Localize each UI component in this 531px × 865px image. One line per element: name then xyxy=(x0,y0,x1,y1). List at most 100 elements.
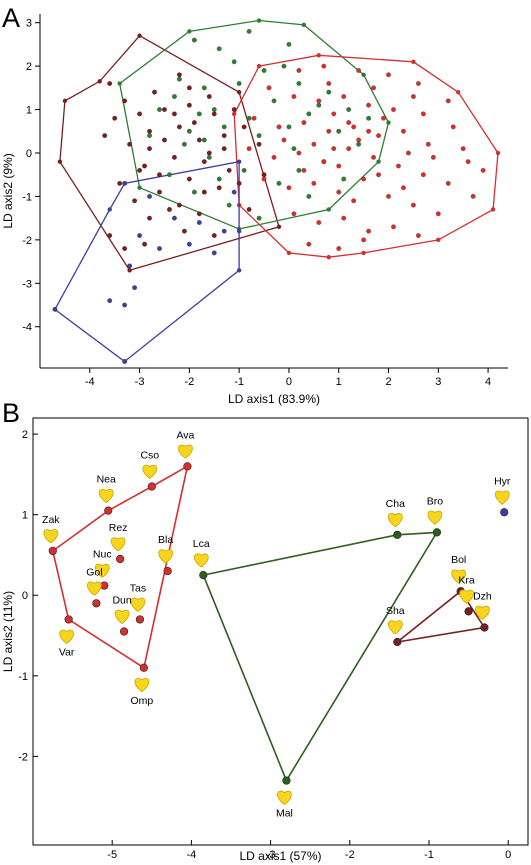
panel-a-point xyxy=(336,246,342,252)
panel-a-point xyxy=(156,107,162,113)
panel-a-point xyxy=(386,72,392,78)
panel-b-point-marker xyxy=(116,554,125,564)
panel-a-y-tick-label: 0 xyxy=(26,148,32,160)
panel-b-point-marker xyxy=(432,528,442,537)
panel-a-point xyxy=(196,137,202,143)
panel-a-point xyxy=(236,180,242,186)
panel-a-point xyxy=(176,72,182,78)
panel-a-point xyxy=(201,159,207,165)
panel-b-point-marker xyxy=(64,615,73,624)
panel-a-hull-vertex xyxy=(456,89,461,95)
panel-b-point-rez: Rez xyxy=(109,522,127,564)
panel-a-point xyxy=(122,246,128,252)
panel-a-point xyxy=(147,146,153,152)
panel-a-point xyxy=(351,198,357,204)
panel-a-hull-vertex xyxy=(386,120,391,125)
panel-a-point xyxy=(211,111,217,117)
panel-a-point xyxy=(261,172,267,178)
panel-b-point-marker xyxy=(464,607,473,616)
panel-b-point-label: Dzh xyxy=(473,590,492,602)
panel-a-letter: A xyxy=(2,3,20,33)
panel-a-point xyxy=(231,107,237,113)
panel-b-point-marker xyxy=(119,627,129,636)
panel-b-point-bla: Bla xyxy=(158,534,173,576)
panel-b-x-tick-label: -1 xyxy=(424,849,434,861)
panel-a-point xyxy=(191,37,197,43)
panel-a-point xyxy=(366,115,372,121)
panel-b-point-label: Omp xyxy=(130,695,153,707)
panel-b-point-label: Kra xyxy=(458,574,475,586)
fruit-icon xyxy=(98,488,114,504)
panel-a-point xyxy=(196,111,202,117)
panel-a-point xyxy=(415,233,421,239)
panel-a-point xyxy=(316,219,322,225)
panel-a-hull-vertex xyxy=(490,207,496,212)
panel-a-point xyxy=(132,285,138,291)
panel-b-point-marker xyxy=(135,615,145,624)
panel-b-point-label: Dun xyxy=(112,595,131,607)
panel-b-letter: B xyxy=(2,398,20,428)
panel-b-plot-frame xyxy=(32,417,529,846)
panel-a-x-axis-label: LD axis1 (83.9%) xyxy=(228,392,320,406)
panel-a-point xyxy=(181,141,187,147)
panel-a-point xyxy=(107,233,113,239)
panel-a-point xyxy=(366,102,372,108)
panel-a-point xyxy=(336,189,342,195)
panel-a-hull-vertex xyxy=(97,79,102,84)
panel-a-point xyxy=(117,180,123,186)
panel-a-point xyxy=(366,128,372,134)
panel-b-point-zak: Zak xyxy=(42,514,60,556)
panel-b-point-marker xyxy=(282,776,291,785)
panel-a-point xyxy=(376,133,382,139)
panel-b-x-tick-label: -5 xyxy=(107,849,117,861)
panel-a-x-tick-label: 3 xyxy=(435,376,441,388)
panel-a-point xyxy=(480,167,486,173)
panel-b-point-marker xyxy=(147,482,156,491)
panel-b-point-marker xyxy=(199,571,208,580)
panel-a-point xyxy=(246,206,252,212)
panel-a-point xyxy=(246,146,252,152)
panel-a-point xyxy=(176,76,182,82)
panel-a-point xyxy=(241,167,247,173)
panel-a-x-tick-label: 1 xyxy=(336,376,342,388)
panel-a-point xyxy=(107,80,113,86)
panel-a-point xyxy=(346,120,352,126)
panel-a-point xyxy=(261,67,267,73)
panel-a-point xyxy=(341,215,347,221)
panel-a-point xyxy=(381,115,387,121)
panel-b-point-gol: Gol xyxy=(86,566,103,608)
panel-b-point-marker xyxy=(139,663,148,672)
panel-b-point-label: Nuc xyxy=(93,549,112,561)
panel-a-point xyxy=(356,137,362,143)
panel-a-point xyxy=(326,80,332,86)
fruit-icon xyxy=(110,537,126,552)
panel-a-hull-vertex xyxy=(276,224,282,230)
panel-a-point xyxy=(156,246,162,252)
panel-a-hull-vertex xyxy=(137,185,142,190)
panel-a-point xyxy=(226,202,232,208)
panel-a-point xyxy=(147,128,153,134)
panel-a-x-tick-label: -4 xyxy=(85,376,95,388)
panel-b-point-label: Mal xyxy=(276,808,293,820)
panel-a-point xyxy=(211,233,217,239)
panel-a-point xyxy=(351,124,357,130)
panel-b-point-marker xyxy=(393,637,402,647)
panel-a-point xyxy=(276,180,282,186)
panel-a-point xyxy=(206,154,212,160)
panel-a-point xyxy=(286,41,292,47)
panel-a-hull-vertex xyxy=(495,150,501,156)
fruit-icon xyxy=(459,589,474,604)
fruit-icon xyxy=(94,563,110,579)
panel-a-hull-vertex xyxy=(376,159,381,164)
panel-a-point xyxy=(271,98,277,104)
panel-a-point xyxy=(127,141,133,147)
panel-a-point xyxy=(346,107,352,113)
panel-a-hull-vertex xyxy=(127,268,132,273)
panel-a-point xyxy=(271,154,277,160)
panel-a-x-tick-label: 2 xyxy=(385,376,391,388)
panel-a-point xyxy=(221,228,227,234)
panel-a-point xyxy=(216,46,222,52)
fruit-icon xyxy=(142,464,158,479)
panel-a-hull-vertex xyxy=(236,89,242,95)
panel-a-point xyxy=(286,185,292,191)
